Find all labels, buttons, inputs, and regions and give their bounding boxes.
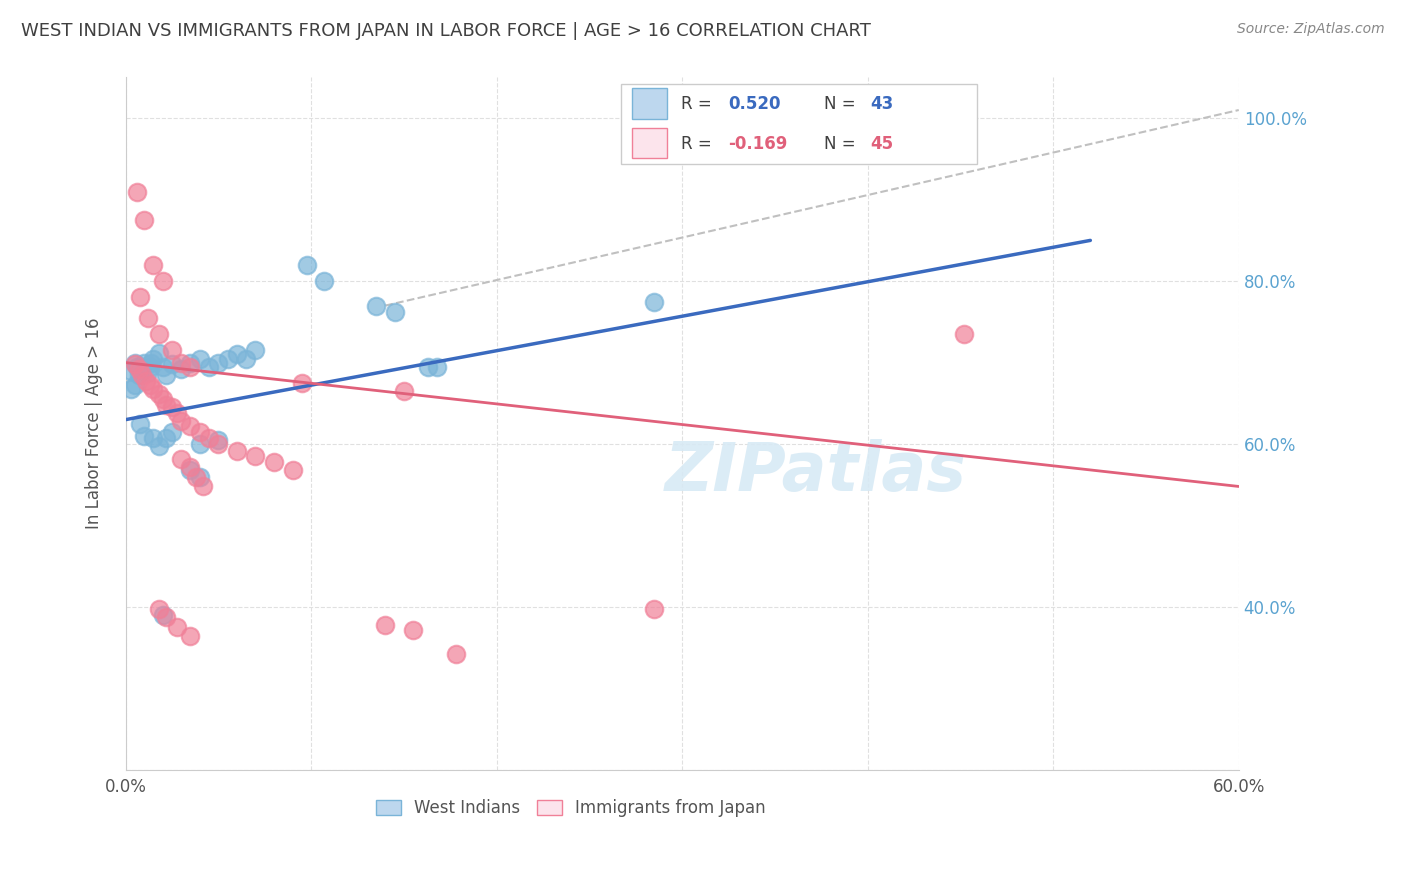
- Point: [124, 356, 146, 370]
- Point: [138, 378, 160, 392]
- Point: [245, 343, 267, 358]
- Point: [374, 618, 396, 632]
- Point: [125, 359, 148, 374]
- Point: [166, 620, 188, 634]
- Point: [129, 417, 152, 431]
- Legend: West Indians, Immigrants from Japan: West Indians, Immigrants from Japan: [370, 793, 772, 824]
- Point: [170, 414, 193, 428]
- Point: [426, 359, 449, 374]
- Point: [131, 368, 153, 382]
- Point: [125, 185, 148, 199]
- Point: [124, 357, 146, 371]
- Point: [193, 479, 215, 493]
- Point: [364, 299, 387, 313]
- Point: [152, 608, 174, 623]
- Point: [148, 327, 170, 342]
- Point: [155, 610, 177, 624]
- Point: [263, 455, 285, 469]
- Point: [179, 359, 201, 374]
- Point: [136, 310, 159, 325]
- Point: [217, 351, 239, 366]
- Point: [643, 601, 665, 615]
- Point: [138, 359, 160, 374]
- Point: [384, 305, 406, 319]
- Point: [643, 294, 665, 309]
- Text: ZIPatlas: ZIPatlas: [665, 439, 967, 505]
- Point: [444, 648, 467, 662]
- Point: [188, 437, 211, 451]
- Point: [155, 398, 177, 412]
- Point: [148, 386, 170, 401]
- Point: [132, 356, 155, 370]
- Y-axis label: In Labor Force | Age > 16: In Labor Force | Age > 16: [86, 318, 103, 530]
- Point: [152, 274, 174, 288]
- Point: [170, 362, 193, 376]
- Point: [129, 362, 152, 376]
- Point: [170, 451, 193, 466]
- Point: [953, 327, 976, 342]
- Point: [160, 425, 183, 439]
- Point: [188, 425, 211, 439]
- Text: WEST INDIAN VS IMMIGRANTS FROM JAPAN IN LABOR FORCE | AGE > 16 CORRELATION CHART: WEST INDIAN VS IMMIGRANTS FROM JAPAN IN …: [21, 22, 870, 40]
- Point: [235, 351, 257, 366]
- Point: [136, 365, 159, 379]
- Point: [128, 362, 150, 376]
- Point: [166, 406, 188, 420]
- Point: [198, 359, 221, 374]
- Point: [198, 431, 221, 445]
- Point: [392, 384, 415, 398]
- Point: [207, 433, 229, 447]
- Point: [142, 382, 165, 396]
- Point: [188, 469, 211, 483]
- Point: [160, 401, 183, 415]
- Point: [155, 368, 177, 382]
- Point: [225, 347, 247, 361]
- Point: [207, 356, 229, 370]
- Point: [160, 357, 183, 371]
- Point: [142, 431, 165, 445]
- Point: [129, 290, 152, 304]
- Point: [281, 463, 304, 477]
- Point: [132, 429, 155, 443]
- Point: [132, 213, 155, 227]
- Point: [179, 419, 201, 434]
- Point: [291, 376, 314, 390]
- Point: [188, 351, 211, 366]
- Point: [141, 356, 163, 370]
- Point: [148, 346, 170, 360]
- Point: [312, 274, 335, 288]
- Point: [297, 258, 319, 272]
- Point: [170, 356, 193, 370]
- Point: [179, 629, 201, 643]
- Point: [135, 374, 157, 388]
- Point: [142, 258, 165, 272]
- Point: [128, 368, 150, 382]
- Point: [179, 463, 201, 477]
- Point: [124, 378, 146, 392]
- Point: [155, 431, 177, 445]
- Point: [207, 437, 229, 451]
- Point: [120, 364, 142, 378]
- Point: [148, 439, 170, 453]
- Point: [152, 359, 174, 374]
- Point: [179, 459, 201, 474]
- Point: [245, 450, 267, 464]
- Point: [142, 351, 165, 366]
- Point: [148, 601, 170, 615]
- Point: [120, 382, 142, 396]
- Point: [184, 469, 207, 483]
- Text: Source: ZipAtlas.com: Source: ZipAtlas.com: [1237, 22, 1385, 37]
- Point: [402, 623, 425, 637]
- Point: [152, 392, 174, 407]
- Point: [179, 356, 201, 370]
- Point: [225, 443, 247, 458]
- Point: [416, 359, 439, 374]
- Point: [160, 343, 183, 358]
